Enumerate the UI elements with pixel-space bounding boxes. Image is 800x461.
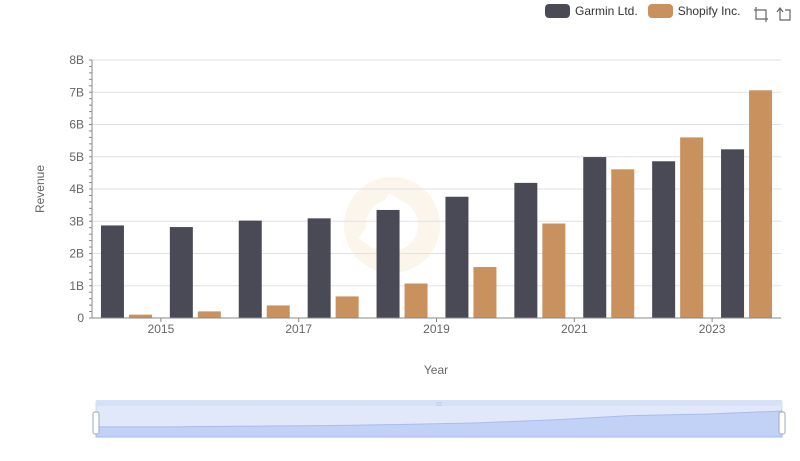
legend-swatch-shopify — [647, 4, 673, 18]
legend-label-shopify: Shopify Inc. — [677, 4, 741, 18]
y-tick-label: 2B — [69, 247, 84, 261]
datazoom-grip-icon: ⁝⁝⁝ — [436, 402, 442, 408]
chart-toolbox — [747, 6, 791, 22]
legend-swatch-garmin — [545, 4, 570, 18]
bar-shopify-2022[interactable] — [680, 137, 704, 318]
y-tick-label: 3B — [69, 214, 84, 228]
datazoom-move-bar[interactable] — [96, 400, 782, 406]
datazoom-handle-right[interactable] — [778, 411, 786, 435]
datazoom-selection[interactable] — [96, 402, 782, 437]
y-tick-label: 4B — [69, 182, 84, 196]
bar-garmin-2016[interactable] — [238, 220, 262, 318]
datazoom-slider[interactable]: ⁝⁝⁝ — [92, 400, 786, 438]
x-tick-label: 2017 — [285, 322, 312, 336]
bar-shopify-2018[interactable] — [404, 283, 428, 318]
legend-label-garmin: Garmin Ltd. — [575, 4, 638, 18]
zoom-icon[interactable] — [753, 6, 769, 22]
bar-shopify-2014[interactable] — [128, 314, 152, 318]
y-tick-label: 6B — [69, 118, 84, 132]
x-tick-label: 2015 — [148, 322, 175, 336]
bar-garmin-2017[interactable] — [307, 218, 331, 318]
bar-garmin-2019[interactable] — [445, 196, 469, 318]
bar-garmin-2023[interactable] — [721, 149, 745, 318]
bar-shopify-2023[interactable] — [749, 90, 773, 318]
y-tick-label: 5B — [69, 150, 84, 164]
bar-garmin-2020[interactable] — [514, 182, 538, 318]
datazoom-handle-left[interactable] — [92, 411, 100, 435]
x-tick-label: 2021 — [561, 322, 588, 336]
y-tick-label: 7B — [69, 85, 84, 99]
bar-shopify-2017[interactable] — [335, 296, 359, 318]
bar-shopify-2019[interactable] — [473, 267, 497, 318]
y-tick-label: 1B — [69, 279, 84, 293]
bar-shopify-2021[interactable] — [611, 169, 635, 318]
y-tick-label: 0 — [77, 311, 84, 325]
y-axis-title: Revenue — [33, 165, 47, 213]
bar-shopify-2020[interactable] — [542, 223, 566, 318]
bar-shopify-2015[interactable] — [197, 311, 221, 318]
bar-shopify-2016[interactable] — [266, 305, 290, 318]
x-tick-label: 2019 — [423, 322, 450, 336]
legend-item-garmin[interactable]: Garmin Ltd. — [545, 4, 638, 18]
datazoom-preview — [95, 410, 783, 438]
bar-garmin-2022[interactable] — [652, 161, 676, 318]
bar-garmin-2015[interactable] — [169, 227, 193, 318]
y-tick-label: 8B — [69, 53, 84, 67]
legend-item-shopify[interactable]: Shopify Inc. — [647, 4, 741, 18]
chart-legend: Garmin Ltd. Shopify Inc. — [545, 4, 750, 18]
x-axis-title: Year — [424, 363, 448, 377]
bar-garmin-2014[interactable] — [100, 225, 124, 318]
restore-icon[interactable] — [775, 6, 791, 22]
bar-garmin-2018[interactable] — [376, 209, 400, 318]
bar-garmin-2021[interactable] — [583, 157, 607, 318]
x-tick-label: 2023 — [699, 322, 726, 336]
